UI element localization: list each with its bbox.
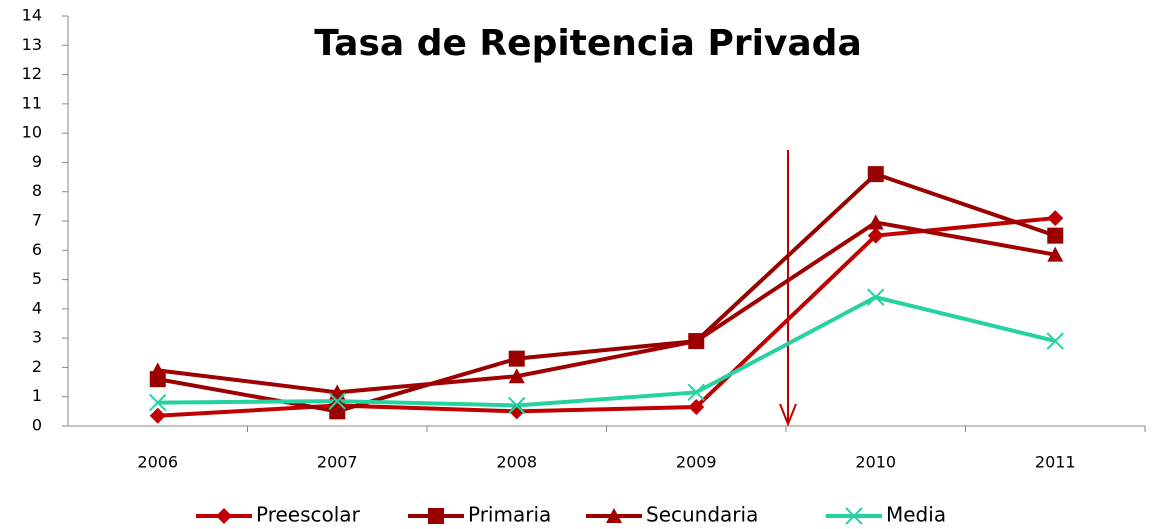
y-tick-label: 0 bbox=[32, 416, 42, 435]
legend-label: Preescolar bbox=[256, 503, 361, 527]
y-tick-label: 13 bbox=[22, 35, 42, 54]
y-tick-label: 1 bbox=[32, 386, 42, 405]
series-line bbox=[157, 295, 1056, 408]
legend-marker bbox=[216, 508, 232, 524]
marker bbox=[1046, 332, 1064, 350]
marker bbox=[149, 407, 166, 424]
y-tick-label: 11 bbox=[22, 93, 42, 112]
legend-label: Secundaria bbox=[646, 503, 758, 527]
y-tick-label: 3 bbox=[32, 328, 42, 347]
y-tick-label: 8 bbox=[32, 181, 42, 200]
legend-label: Media bbox=[886, 503, 946, 527]
marker bbox=[508, 396, 526, 415]
marker bbox=[329, 403, 346, 420]
marker bbox=[149, 393, 167, 412]
marker bbox=[688, 333, 705, 349]
y-tick-label: 9 bbox=[32, 152, 42, 171]
series-line bbox=[157, 171, 1056, 414]
marker bbox=[508, 403, 525, 420]
y-tick-label: 2 bbox=[32, 357, 42, 376]
marker bbox=[328, 392, 346, 410]
x-tick-label: 2007 bbox=[317, 453, 358, 472]
x-tick-label: 2010 bbox=[855, 453, 896, 472]
chart-title: Tasa de Repitencia Privada bbox=[314, 23, 862, 64]
marker bbox=[149, 362, 166, 378]
marker bbox=[867, 166, 884, 183]
marker bbox=[508, 368, 525, 384]
marker bbox=[1047, 210, 1064, 227]
marker bbox=[867, 214, 884, 230]
y-tick-label: 12 bbox=[22, 64, 42, 83]
x-tick-label: 2008 bbox=[496, 453, 537, 472]
y-tick-label: 5 bbox=[32, 269, 42, 288]
marker bbox=[687, 383, 705, 402]
legend-label: Primaria bbox=[468, 503, 551, 527]
marker bbox=[329, 384, 346, 400]
series-line bbox=[157, 220, 1056, 395]
annotation-arrow bbox=[779, 150, 797, 427]
legend-marker bbox=[845, 507, 863, 525]
x-tick-label: 2006 bbox=[137, 453, 178, 472]
marker bbox=[508, 350, 525, 367]
y-tick-label: 10 bbox=[22, 123, 42, 142]
legend-marker bbox=[428, 508, 444, 524]
y-tick-label: 4 bbox=[32, 298, 42, 317]
x-tick-label: 2009 bbox=[676, 453, 717, 472]
marker bbox=[867, 227, 884, 244]
x-tick-label: 2011 bbox=[1035, 453, 1076, 472]
y-tick-label: 6 bbox=[32, 240, 42, 259]
marker bbox=[688, 398, 705, 415]
marker bbox=[1047, 227, 1064, 244]
legend-marker bbox=[606, 508, 622, 523]
y-tick-label: 7 bbox=[32, 211, 42, 230]
marker bbox=[867, 288, 885, 306]
marker bbox=[1047, 246, 1064, 262]
y-tick-label: 14 bbox=[22, 6, 42, 25]
